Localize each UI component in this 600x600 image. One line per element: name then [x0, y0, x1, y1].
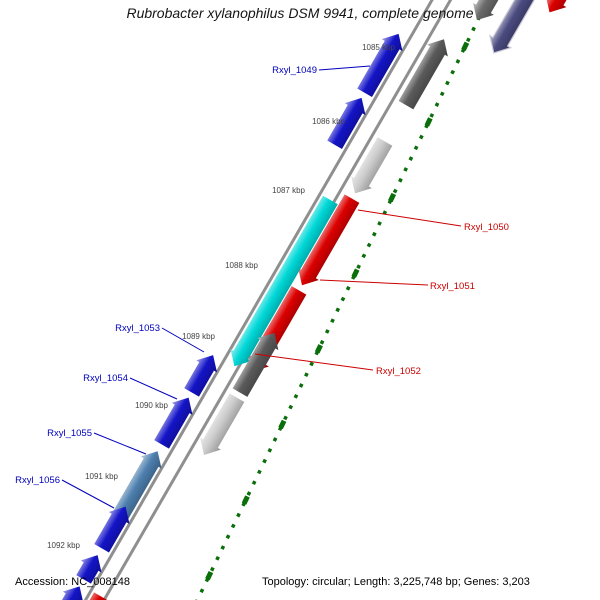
genome-track-group: [49, 0, 591, 600]
gene-arrow-slate-corner[interactable]: [483, 0, 551, 59]
gene-arrow-blue-b[interactable]: [73, 549, 108, 585]
ruler-tick-label: 1091 kbp: [85, 472, 118, 481]
footer-stats: Topology: circular; Length: 3,225,748 bp…: [262, 576, 530, 588]
leader-line-rxyl-1055: [93, 432, 147, 455]
ruler-tick-label: 1087 kbp: [272, 186, 305, 195]
ruler-tick-label: 1092 kbp: [47, 541, 80, 550]
gene-label-rxyl-1056[interactable]: Rxyl_1056: [15, 475, 60, 486]
gene-arrow-rxyl-1052[interactable]: [224, 194, 341, 372]
gene-arrow-red-corner[interactable]: [539, 0, 591, 18]
gene-arrow-rxyl-1049[interactable]: [354, 28, 409, 99]
leader-line-rxyl-1056: [61, 479, 115, 509]
footer-accession: Accession: NC_008148: [15, 576, 130, 588]
ruler-tick-label: 1089 kbp: [182, 332, 215, 341]
ruler-tick-label: 1090 kbp: [135, 401, 168, 410]
gene-label-rxyl-1050[interactable]: Rxyl_1050: [464, 222, 509, 233]
backbone-line-inner: [60, 0, 454, 600]
gene-label-rxyl-1052[interactable]: Rxyl_1052: [376, 366, 421, 377]
gene-arrow-rxyl-1055[interactable]: [109, 445, 168, 523]
gene-arrow-rxyl-1050[interactable]: [292, 193, 363, 292]
ruler-tick-label: 1088 kbp: [225, 261, 258, 270]
gene-arrow-rxyl-1053[interactable]: [181, 349, 223, 398]
gene-label-rxyl-1051[interactable]: Rxyl_1051: [430, 281, 475, 292]
gene-arrow-rxyl-1054[interactable]: [151, 392, 199, 451]
ruler-tick-line-major: [194, 0, 491, 600]
gene-arrow-silver-2[interactable]: [194, 392, 248, 461]
leader-line-rxyl-1051: [319, 279, 429, 286]
gene-label-rxyl-1049[interactable]: Rxyl_1049: [272, 65, 317, 76]
ruler-tick-line-minor: [195, 0, 490, 600]
leader-line-rxyl-1054: [129, 377, 178, 400]
map-title: Rubrobacter xylanophilus DSM 9941, compl…: [126, 5, 473, 21]
gene-label-rxyl-1054[interactable]: Rxyl_1054: [83, 373, 128, 384]
gene-label-rxyl-1053[interactable]: Rxyl_1053: [115, 323, 160, 334]
gene-arrow-rxyl-1056[interactable]: [91, 501, 136, 555]
ruler-tick-label: 1085 kbp: [362, 43, 395, 52]
gene-arrow-gray-corner[interactable]: [467, 0, 515, 26]
gene-arrow-silver-1[interactable]: [345, 135, 396, 199]
leader-line-rxyl-1050: [357, 209, 462, 227]
gene-track: [49, 0, 591, 600]
gene-arrow-blue-c[interactable]: [49, 580, 90, 600]
leader-line-rxyl-1052: [254, 353, 374, 371]
leader-line-rxyl-1053: [161, 327, 205, 353]
gene-arrow-gray-mid[interactable]: [230, 327, 285, 399]
gene-label-rxyl-1055[interactable]: Rxyl_1055: [47, 428, 92, 439]
leader-line-rxyl-1049: [318, 65, 371, 71]
gene-arrow-blue-a[interactable]: [324, 92, 372, 151]
gene-arrow-gray-top[interactable]: [396, 33, 455, 111]
ruler-tick-label: 1086 kbp: [312, 117, 345, 126]
